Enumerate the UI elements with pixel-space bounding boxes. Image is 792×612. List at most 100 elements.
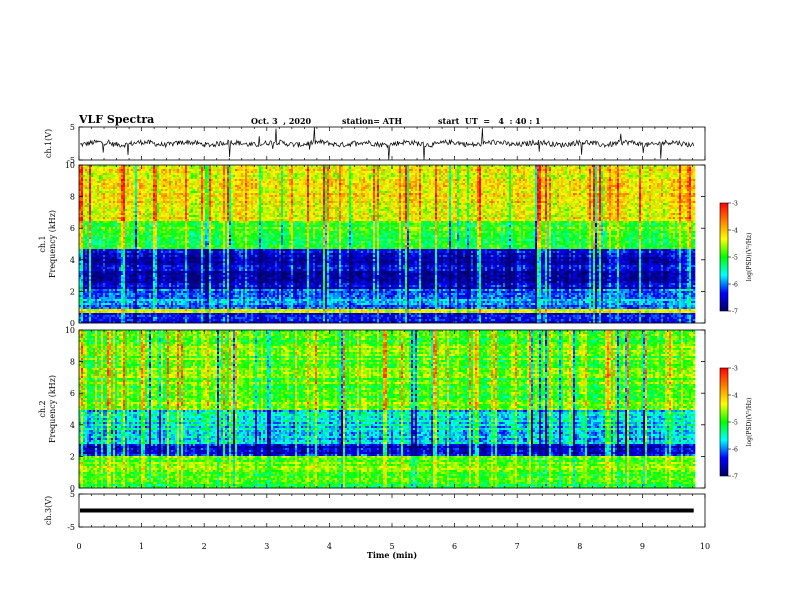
spectrogram-cell xyxy=(83,169,85,171)
spectrogram-cell xyxy=(305,169,307,171)
spectrogram-cell xyxy=(415,167,417,169)
spectrogram-cell xyxy=(271,169,273,171)
spectrogram-cell xyxy=(215,167,217,169)
spectrogram-cell xyxy=(243,167,245,169)
spectrogram-cell xyxy=(567,167,569,169)
spectrogram-cell xyxy=(187,169,189,171)
spectrogram-cell xyxy=(185,169,187,171)
spectrogram-cell xyxy=(245,167,247,169)
spectrogram-cell xyxy=(217,169,219,171)
spectrogram-cell xyxy=(463,167,465,169)
spectrogram-cell xyxy=(445,167,447,169)
spectrogram-cell xyxy=(233,167,235,169)
spectrogram-cell xyxy=(397,167,399,169)
spectrogram-cell xyxy=(257,167,259,169)
spectrogram-cell xyxy=(359,167,361,169)
spectrogram-cell xyxy=(181,167,183,169)
spectrogram-cell xyxy=(673,167,675,169)
spectrogram-cell xyxy=(653,167,655,169)
spectrogram-cell xyxy=(357,167,359,169)
spectrogram-cell xyxy=(657,167,659,169)
spectrogram-cell xyxy=(499,167,501,169)
spectrogram-cell xyxy=(241,167,243,169)
spectrogram-cell xyxy=(663,167,665,169)
spectrogram-cell xyxy=(333,167,335,169)
spectrogram-cell xyxy=(389,167,391,169)
spectrogram-cell xyxy=(631,167,633,169)
spectrogram-cell xyxy=(117,167,119,169)
spectrogram-cell xyxy=(155,169,157,171)
spectrogram-cell xyxy=(107,167,109,169)
spectrogram-cell xyxy=(129,167,131,169)
spectrogram-cell xyxy=(89,167,91,169)
spectrogram-cell xyxy=(305,167,307,169)
spectrogram-cell xyxy=(173,169,175,171)
spectrogram-cell xyxy=(159,169,161,171)
spectrogram-cell xyxy=(169,169,171,171)
spectrogram-cell xyxy=(299,167,301,169)
spectrogram-cell xyxy=(693,167,695,169)
spectrogram-cell xyxy=(299,169,301,171)
spectrogram-cell xyxy=(659,167,661,169)
spectrogram-cell xyxy=(431,167,433,169)
spectrogram-cell xyxy=(353,167,355,169)
spectrogram-cell xyxy=(145,169,147,171)
spectrogram-cell xyxy=(139,169,141,171)
spectrogram-cell xyxy=(315,167,317,169)
spectrogram-cell xyxy=(525,167,527,169)
spectrogram-cell xyxy=(369,167,371,169)
spectrogram-cell xyxy=(395,167,397,169)
spectrogram-cell xyxy=(367,167,369,169)
spectrogram-cell xyxy=(227,169,229,171)
spectrogram-cell xyxy=(245,169,247,171)
spectrogram-cell xyxy=(319,167,321,169)
spectrogram-cell xyxy=(477,167,479,169)
spectrogram-cell xyxy=(429,167,431,169)
spectrogram-cell xyxy=(85,169,87,171)
spectrogram-cell xyxy=(471,167,473,169)
spectrogram-cell xyxy=(143,167,145,169)
spectrogram-cell xyxy=(335,167,337,169)
spectrogram-cell xyxy=(619,167,621,169)
spectrogram-cell xyxy=(577,167,579,169)
spectrogram-cell xyxy=(597,167,599,169)
spectrogram-cell xyxy=(495,167,497,169)
spectrogram-cell xyxy=(149,169,151,171)
spectrogram-cell xyxy=(281,167,283,169)
spectrogram-cell xyxy=(285,167,287,169)
spectrogram-cell xyxy=(317,169,319,171)
spectrogram-cell xyxy=(615,167,617,169)
spectrogram-cell xyxy=(589,167,591,169)
spectrogram-cell xyxy=(297,169,299,171)
spectrogram-cell xyxy=(247,169,249,171)
spectrogram-cell xyxy=(331,167,333,169)
spectrogram-cell xyxy=(93,167,95,169)
spectrogram-cell xyxy=(635,167,637,169)
spectrogram-cell xyxy=(513,167,515,169)
spectrogram-cell xyxy=(285,169,287,171)
spectrogram-cell xyxy=(289,169,291,171)
spectrogram-cell xyxy=(271,167,273,169)
spectrogram-cell xyxy=(97,169,99,171)
spectrogram-cell xyxy=(135,167,137,169)
spectrogram-cell xyxy=(571,167,573,169)
spectrogram-cell xyxy=(441,167,443,169)
spectrogram-cell xyxy=(449,167,451,169)
spectrogram-cell xyxy=(381,167,383,169)
spectrogram-cell xyxy=(419,167,421,169)
spectrogram-cell xyxy=(153,169,155,171)
spectrogram-cell xyxy=(501,167,503,169)
spectrogram-cell xyxy=(639,167,641,169)
spectrogram-cell xyxy=(201,167,203,169)
spectrogram-cell xyxy=(325,167,327,169)
spectrogram-cell xyxy=(625,167,627,169)
spectrogram-cell xyxy=(269,167,271,169)
spectrogram-cell xyxy=(163,169,165,171)
spectrogram-cell xyxy=(295,167,297,169)
spectrogram-cell xyxy=(541,167,543,169)
spectrogram-cell xyxy=(337,167,339,169)
spectrogram-cell xyxy=(481,167,483,169)
spectrogram-cell xyxy=(171,169,173,171)
spectrogram-cell xyxy=(457,167,459,169)
spectrogram-cell xyxy=(307,167,309,169)
